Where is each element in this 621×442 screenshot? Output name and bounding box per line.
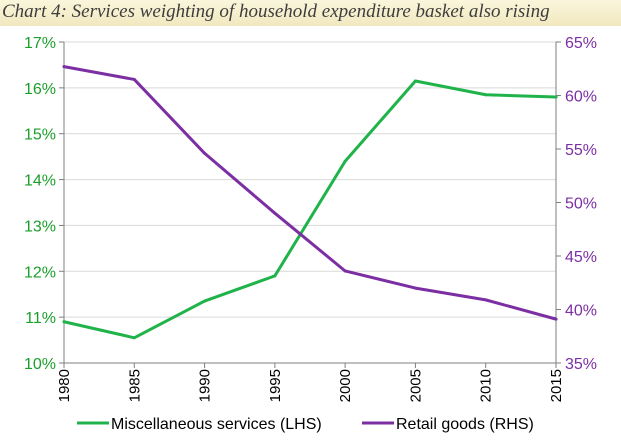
data-point bbox=[413, 286, 417, 290]
chart-title: Chart 4: Services weighting of household… bbox=[2, 1, 550, 22]
x-tick-label: 2000 bbox=[337, 369, 354, 402]
title-bar: Chart 4: Services weighting of household… bbox=[0, 0, 621, 26]
right-tick-label: 50% bbox=[565, 196, 597, 213]
data-point bbox=[554, 317, 558, 321]
x-tick-label: 2015 bbox=[548, 369, 565, 402]
right-tick-label: 45% bbox=[565, 249, 597, 266]
series-line-1 bbox=[62, 65, 558, 321]
left-tick-label: 13% bbox=[24, 218, 56, 235]
data-point bbox=[273, 211, 277, 215]
right-tick-label: 40% bbox=[565, 303, 597, 320]
left-tick-label: 10% bbox=[24, 356, 56, 373]
left-tick-label: 11% bbox=[25, 310, 56, 327]
series-layer bbox=[62, 65, 558, 340]
legend-label: Retail goods (RHS) bbox=[396, 416, 534, 433]
left-tick-label: 17% bbox=[24, 35, 56, 52]
data-point bbox=[343, 159, 347, 163]
left-tick-label: 16% bbox=[24, 81, 56, 98]
data-point bbox=[484, 298, 488, 302]
data-point bbox=[413, 79, 417, 83]
grid-layer bbox=[64, 41, 556, 318]
data-point bbox=[132, 336, 136, 340]
right-tick-label: 35% bbox=[565, 356, 597, 373]
data-point bbox=[203, 151, 207, 155]
x-tick-label: 1980 bbox=[56, 369, 73, 402]
data-point bbox=[273, 274, 277, 278]
x-tick-label: 2010 bbox=[478, 369, 495, 402]
series-line-0 bbox=[62, 79, 558, 340]
x-tick-label: 2005 bbox=[407, 369, 424, 402]
tick-layer: 10% 11% 12% 13% 14% 15% 16% 17% 35% 40% 45% 50% 55% 6… bbox=[24, 35, 597, 402]
data-point bbox=[484, 93, 488, 97]
left-tick-label: 12% bbox=[24, 264, 56, 281]
x-tick-label: 1990 bbox=[197, 369, 214, 402]
data-point bbox=[203, 299, 207, 303]
x-tick-label: 1995 bbox=[267, 369, 284, 402]
legend-label: Miscellaneous services (LHS) bbox=[111, 416, 322, 433]
x-tick-label: 1985 bbox=[126, 369, 143, 402]
left-tick-label: 15% bbox=[24, 127, 56, 144]
legend: Miscellaneous services (LHS) Retail goods… bbox=[77, 416, 534, 433]
data-point bbox=[62, 65, 66, 69]
data-point bbox=[554, 95, 558, 99]
data-point bbox=[62, 320, 66, 324]
left-tick-label: 14% bbox=[24, 173, 56, 190]
right-tick-label: 65% bbox=[565, 35, 597, 52]
data-point bbox=[343, 269, 347, 273]
axis-layer bbox=[59, 41, 561, 368]
right-tick-label: 60% bbox=[565, 89, 597, 106]
right-tick-label: 55% bbox=[565, 142, 597, 159]
data-point bbox=[132, 77, 136, 81]
